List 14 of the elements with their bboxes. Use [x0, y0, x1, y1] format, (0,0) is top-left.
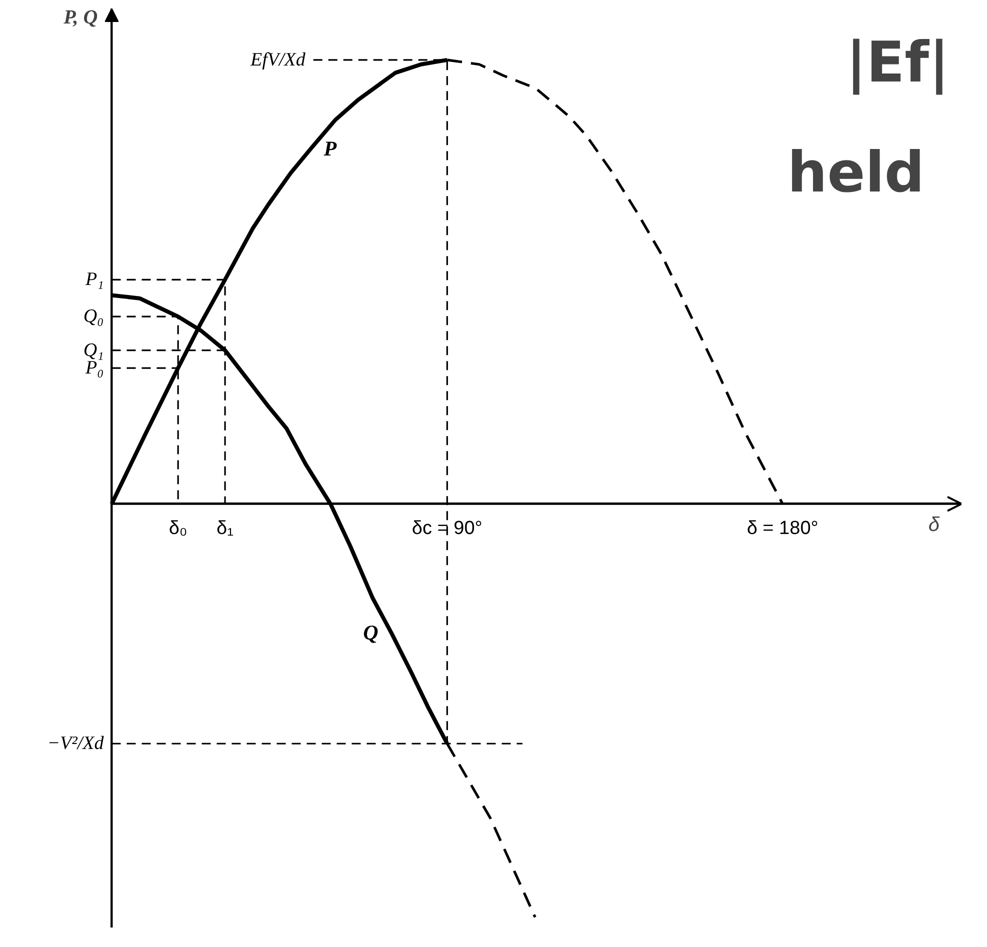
- x-tick-label: δ₀: [168, 518, 188, 539]
- series-label: P₁: [84, 269, 104, 290]
- x-tick-label: δ₁: [216, 518, 234, 539]
- series-label: Q₁: [83, 340, 104, 361]
- annotation: held: [787, 140, 925, 206]
- series-label: −V²/Xd: [47, 733, 104, 754]
- series-label: Q₀: [83, 306, 104, 328]
- series-label: EfV/Xd: [249, 49, 306, 70]
- y-axis-title: P, Q: [62, 6, 98, 28]
- series-label: P: [322, 136, 337, 161]
- series-label: Q: [363, 620, 378, 645]
- annotation: |Ef|: [846, 30, 950, 96]
- x-tick-label: δ = 180°: [746, 518, 818, 539]
- x-axis-title: δ: [928, 514, 940, 536]
